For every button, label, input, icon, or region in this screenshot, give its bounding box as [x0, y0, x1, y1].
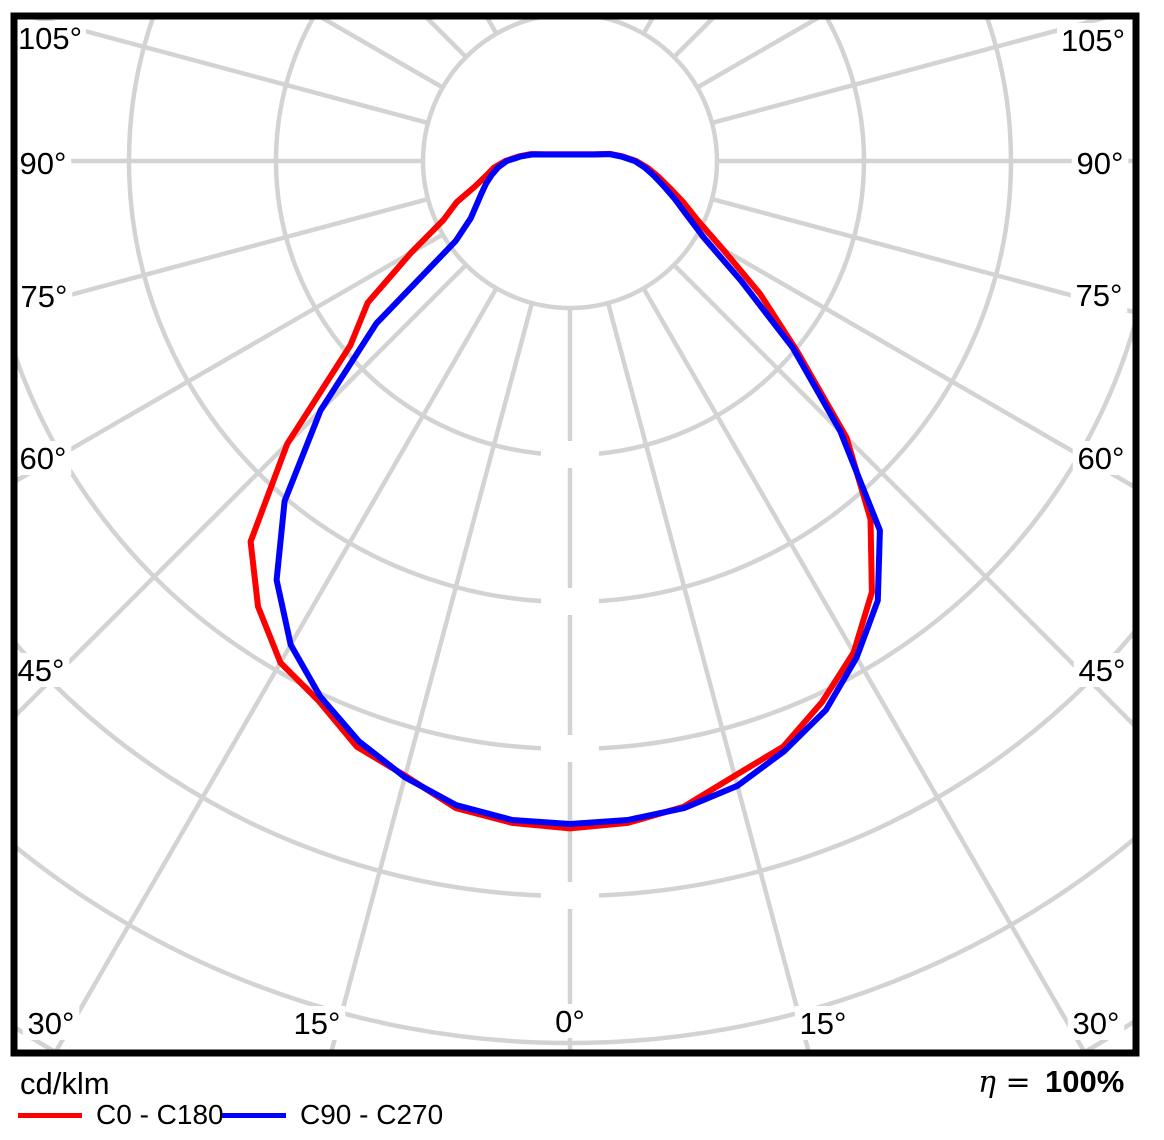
angle-label: 90° — [20, 146, 67, 181]
angle-label-bg — [1072, 441, 1130, 475]
angle-label: 0° — [555, 1004, 585, 1039]
angle-label-bg — [1067, 1006, 1125, 1040]
ring-value-blank — [541, 735, 599, 762]
angle-label-bg — [1071, 146, 1129, 180]
angle-label: 15° — [294, 1006, 341, 1041]
grid-spoke-255 — [33, 19, 429, 126]
legend-label-c0-c180: C0 - C180 — [96, 1099, 224, 1130]
legend-item-c0-c180: C0 - C180 — [18, 1099, 224, 1130]
angle-label-bg — [14, 441, 72, 475]
curve-c0-c180 — [247, 150, 875, 832]
angle-label: 75° — [1076, 278, 1123, 313]
units-label: cd/klm — [20, 1066, 110, 1101]
grid-spoke-105 — [711, 19, 1107, 126]
grid-spoke-60 — [696, 232, 1133, 489]
grid-ring-1 — [420, 19, 720, 311]
angle-label-bg — [794, 1006, 852, 1040]
legend-swatch-c0-c180 — [18, 1112, 82, 1118]
angle-label-bg — [14, 146, 72, 180]
angle-label: 30° — [28, 1006, 75, 1041]
grid-spoke-285 — [17, 196, 429, 312]
grid-spoke-300 — [17, 232, 444, 483]
grid-spoke-15 — [605, 302, 811, 1050]
grid-spoke-45 — [672, 263, 1133, 727]
angle-label: 60° — [1078, 441, 1125, 476]
angle-label-bg — [15, 279, 73, 313]
efficiency-symbol: η = — [978, 1065, 1031, 1100]
angle-label-bg — [1057, 23, 1129, 57]
grid-spoke-330 — [54, 287, 499, 1050]
plot-frame — [10, 12, 1140, 1057]
angle-label: 105° — [18, 21, 82, 56]
legend-item-c90-c270: C90 - C270 — [222, 1099, 444, 1130]
efficiency-value: 100% — [1045, 1064, 1125, 1099]
angle-label-bg — [14, 21, 86, 55]
angle-label: 90° — [1077, 146, 1124, 181]
angle-label-bg — [288, 1006, 346, 1040]
angle-label: 45° — [1079, 653, 1126, 688]
angle-label-bg — [1070, 278, 1128, 312]
angle-label: 15° — [800, 1006, 847, 1041]
ring-value-blank — [541, 441, 599, 468]
angle-label: 75° — [21, 279, 68, 314]
angle-label: 60° — [20, 441, 67, 476]
grid-spoke-75 — [711, 196, 1133, 315]
angle-label-bg — [549, 1004, 591, 1038]
ring-value-blank — [541, 882, 599, 909]
angle-label: 30° — [1073, 1006, 1120, 1041]
grid-spoke-315 — [17, 263, 468, 717]
grid-ring-4 — [17, 323, 1133, 752]
legend-swatch-c90-c270 — [222, 1112, 286, 1118]
grid-spoke-30 — [641, 287, 1086, 1050]
angle-label-bg — [12, 653, 70, 687]
ring-value-blank — [541, 588, 599, 615]
angle-label-bg — [22, 1006, 80, 1040]
angle-label-bg — [1073, 653, 1131, 687]
angle-label: 105° — [1061, 23, 1125, 58]
curve-c90-c270 — [273, 151, 883, 827]
legend-label-c90-c270: C90 - C270 — [300, 1099, 444, 1130]
grid-spoke-345 — [329, 302, 535, 1050]
efficiency-label: η = 100% — [978, 1064, 1124, 1100]
angle-label: 45° — [18, 653, 65, 688]
